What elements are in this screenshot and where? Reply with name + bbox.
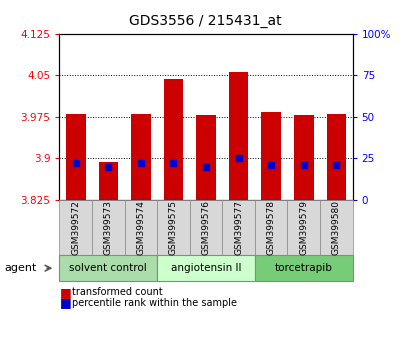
- Text: GSM399580: GSM399580: [331, 200, 340, 255]
- Text: torcetrapib: torcetrapib: [274, 263, 332, 273]
- Text: GDS3556 / 215431_at: GDS3556 / 215431_at: [128, 14, 281, 28]
- Text: transformed count: transformed count: [72, 287, 162, 297]
- Text: GSM399576: GSM399576: [201, 200, 210, 255]
- Text: ■: ■: [59, 286, 71, 298]
- Text: GSM399579: GSM399579: [299, 200, 308, 255]
- Text: GSM399575: GSM399575: [169, 200, 178, 255]
- Bar: [131, 114, 150, 200]
- Bar: [98, 162, 118, 200]
- Bar: [326, 114, 345, 200]
- Text: GSM399577: GSM399577: [234, 200, 243, 255]
- Bar: [261, 112, 280, 200]
- Text: GSM399574: GSM399574: [136, 200, 145, 255]
- Text: GSM399578: GSM399578: [266, 200, 275, 255]
- Bar: [163, 79, 183, 200]
- Text: ■: ■: [59, 296, 71, 309]
- Text: agent: agent: [4, 263, 36, 273]
- Bar: [196, 115, 215, 200]
- Bar: [228, 73, 248, 200]
- Text: solvent control: solvent control: [69, 263, 147, 273]
- Text: GSM399572: GSM399572: [71, 200, 80, 255]
- Text: percentile rank within the sample: percentile rank within the sample: [72, 298, 236, 308]
- Bar: [293, 115, 313, 200]
- Text: angiotensin II: angiotensin II: [171, 263, 240, 273]
- Text: GSM399573: GSM399573: [103, 200, 112, 255]
- Bar: [66, 114, 85, 200]
